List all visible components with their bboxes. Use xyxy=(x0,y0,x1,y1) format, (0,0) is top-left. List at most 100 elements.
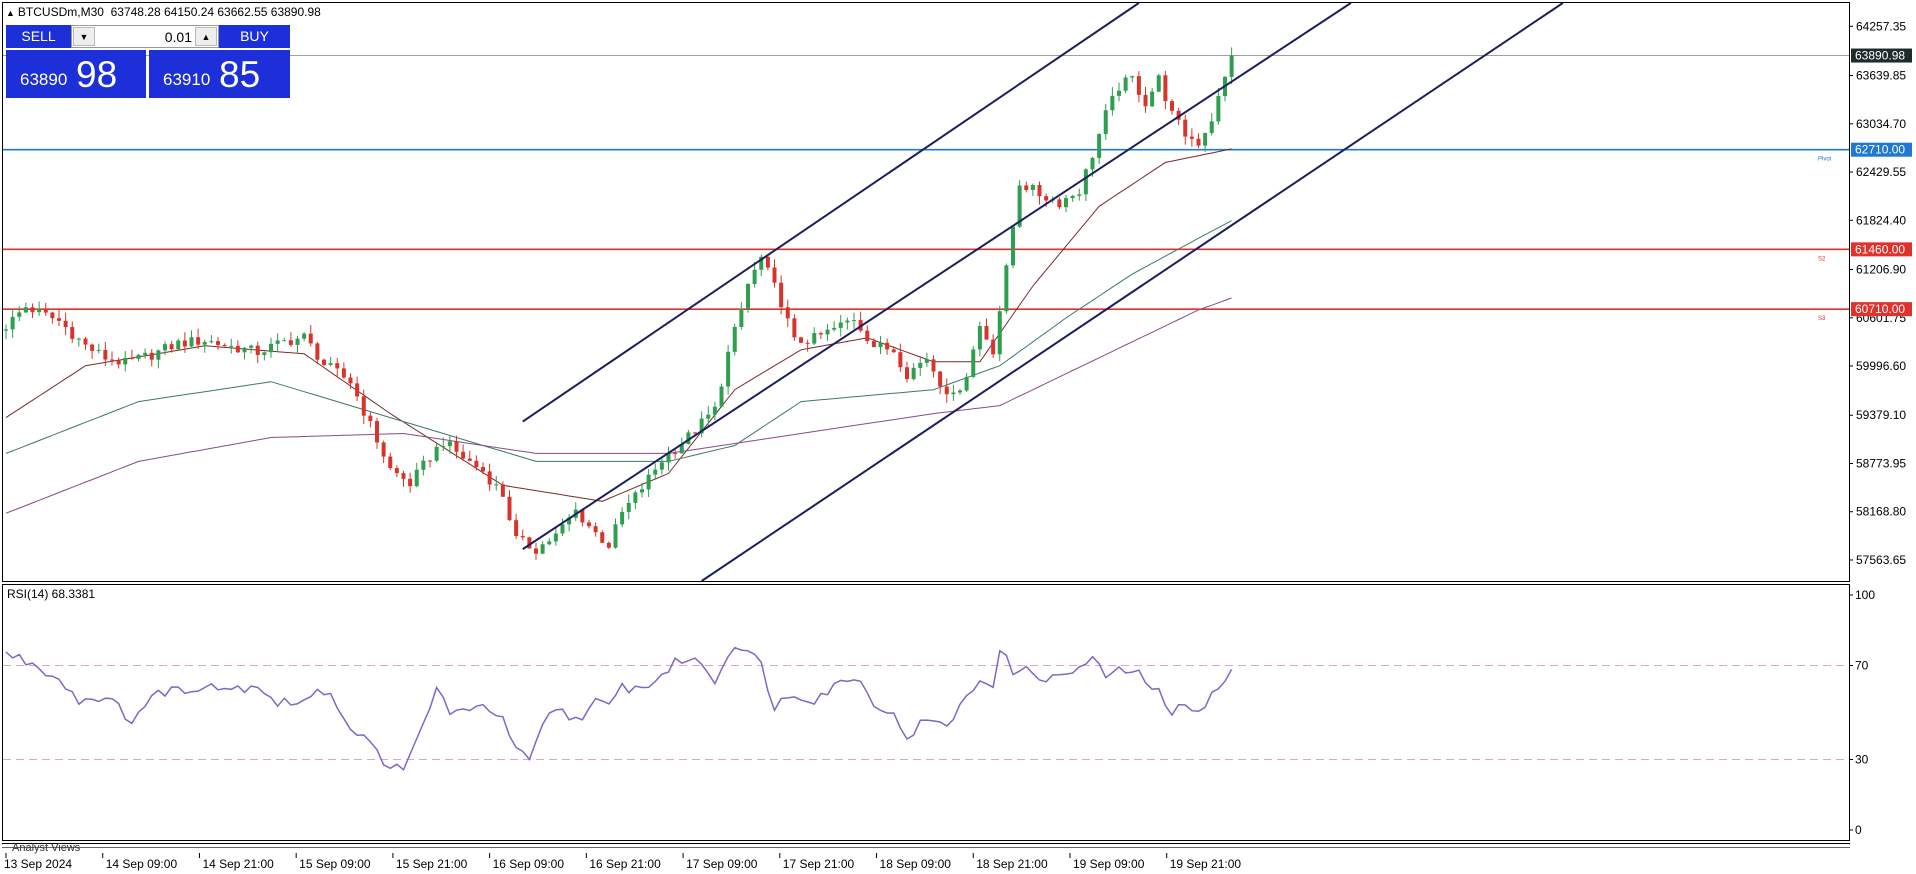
price-axis-label: 58168.80 xyxy=(1856,505,1906,519)
candle-body xyxy=(1090,157,1095,170)
level-price-box xyxy=(1851,142,1912,157)
candle-body xyxy=(1037,185,1042,197)
price-axis-label: 64257.35 xyxy=(1856,19,1906,33)
candle-body xyxy=(520,535,525,538)
channel-trendline[interactable] xyxy=(522,2,1140,423)
price-axis-label: 57563.65 xyxy=(1856,553,1906,567)
candle-body xyxy=(169,344,174,350)
candle-body xyxy=(1196,138,1201,146)
candle-body xyxy=(997,311,1002,355)
candle-body xyxy=(487,471,492,485)
candle-body xyxy=(202,341,207,345)
candle-body xyxy=(633,492,638,503)
candle-body xyxy=(434,446,439,461)
rsi-title: RSI(14) 68.3381 xyxy=(7,587,95,601)
candle-body xyxy=(1216,96,1221,122)
candle-body xyxy=(156,350,161,360)
candle-body xyxy=(620,511,625,525)
candle-body xyxy=(673,453,678,455)
candle-body xyxy=(514,520,519,536)
candle-body xyxy=(1083,169,1088,195)
candle-body xyxy=(222,344,227,347)
candle-body xyxy=(229,345,234,347)
candle-body xyxy=(1110,95,1115,111)
price-axis-label: 63639.85 xyxy=(1856,69,1906,83)
analyst-views-tab[interactable]: Analyst Views xyxy=(12,842,81,854)
candle-body xyxy=(752,269,757,284)
candle-body xyxy=(540,544,545,554)
candle-body xyxy=(812,333,817,344)
time-axis-label: 18 Sep 09:00 xyxy=(880,857,952,871)
candle-body xyxy=(1064,198,1068,208)
chevron-down-icon[interactable]: ▼ xyxy=(73,27,95,46)
candle-body xyxy=(732,326,737,352)
candle-body xyxy=(1203,132,1208,146)
candle-body xyxy=(394,468,399,474)
candle-body xyxy=(361,396,366,416)
candle-body xyxy=(308,333,313,344)
candle-body xyxy=(1077,194,1082,196)
candle-body xyxy=(1103,110,1108,135)
main-pane[interactable] xyxy=(2,2,1850,582)
candle-body xyxy=(196,337,201,345)
candle-body xyxy=(335,363,340,369)
rsi-pane[interactable] xyxy=(2,584,1850,841)
ema-mid-line xyxy=(5,220,1232,462)
candle-body xyxy=(845,320,850,323)
candle-body xyxy=(348,377,353,384)
candle-body xyxy=(96,349,101,351)
candle-body xyxy=(693,432,697,434)
candle-body xyxy=(454,441,459,452)
ask-price-button[interactable]: 63910 85 xyxy=(149,50,290,98)
candle-body xyxy=(57,318,61,321)
candle-body xyxy=(593,526,598,533)
candle-body xyxy=(852,320,856,322)
time-axis-label: 19 Sep 09:00 xyxy=(1073,857,1145,871)
channel-trendline[interactable] xyxy=(701,2,1564,582)
chevron-up-icon[interactable]: ▲ xyxy=(195,27,217,46)
candle-body xyxy=(553,533,558,542)
candle-body xyxy=(507,496,512,521)
channel-trendline[interactable] xyxy=(522,2,1352,550)
candle-body xyxy=(176,340,181,350)
candle-body xyxy=(295,338,300,345)
lot-stepper[interactable]: ▼ ▲ xyxy=(71,25,219,48)
candle-body xyxy=(958,390,962,393)
candle-body xyxy=(865,330,870,342)
candle-body xyxy=(765,256,770,268)
candle-body xyxy=(984,326,989,340)
candle-body xyxy=(746,283,750,310)
candle-body xyxy=(938,371,943,387)
candle-body xyxy=(1117,90,1121,96)
candle-body xyxy=(832,327,837,330)
candle-body xyxy=(911,367,916,380)
lot-size-input[interactable] xyxy=(96,28,196,45)
candle-body xyxy=(898,352,903,368)
candle-body xyxy=(712,406,717,415)
candle-body xyxy=(924,359,929,363)
candle-body xyxy=(772,267,777,283)
candle-body xyxy=(23,307,28,313)
candle-body xyxy=(189,337,194,347)
time-axis-label: 18 Sep 21:00 xyxy=(976,857,1048,871)
candle-body xyxy=(918,362,923,368)
candle-body xyxy=(580,509,585,523)
candle-body xyxy=(706,414,711,419)
candle-body xyxy=(500,484,505,497)
bid-price-button[interactable]: 63890 98 xyxy=(6,50,146,98)
candle-body xyxy=(1097,134,1102,158)
candle-body xyxy=(43,308,48,313)
rsi-axis-label: 70 xyxy=(1855,659,1869,673)
symbol-label: BTCUSDm,M30 xyxy=(17,5,104,19)
time-axis-label: 19 Sep 21:00 xyxy=(1170,857,1242,871)
candle-body xyxy=(216,341,220,345)
candle-body xyxy=(494,484,499,486)
ask-price-small: 63910 xyxy=(163,70,211,89)
buy-button[interactable]: BUY xyxy=(219,25,290,48)
candle-body xyxy=(282,340,287,342)
candle-body xyxy=(123,357,128,365)
sell-button[interactable]: SELL xyxy=(6,25,71,48)
candle-body xyxy=(785,307,790,319)
candle-body xyxy=(640,489,644,493)
